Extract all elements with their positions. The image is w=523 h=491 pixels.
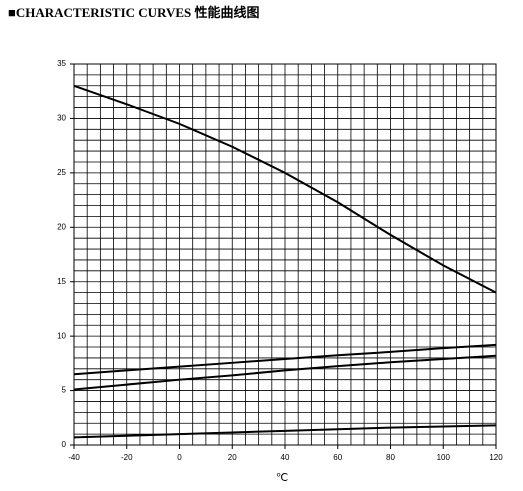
y-tick-label: 20 — [57, 222, 66, 231]
y-tick-label: 30 — [57, 114, 66, 123]
y-tick-label: 5 — [62, 386, 67, 395]
x-tick-label: 40 — [281, 453, 290, 462]
y-tick-label: 35 — [57, 59, 66, 68]
x-tick-label: -20 — [121, 453, 133, 462]
x-tick-label: 120 — [489, 453, 503, 462]
line-series — [73, 84, 497, 294]
x-tick-label: 0 — [177, 453, 182, 462]
x-tick-label: -40 — [68, 453, 80, 462]
x-tick-label: 80 — [386, 453, 395, 462]
x-tick-label: 20 — [228, 453, 237, 462]
y-tick-label: 25 — [57, 168, 66, 177]
chart-title: ■CHARACTERISTIC CURVES 性能曲线图 — [8, 5, 260, 20]
x-axis-label: ℃ — [276, 472, 288, 484]
y-tick-label: 0 — [62, 440, 67, 449]
x-tick-label: 100 — [437, 453, 451, 462]
plot-frame — [73, 63, 497, 446]
y-tick-label: 10 — [57, 331, 66, 340]
line-series — [73, 354, 497, 391]
line-series — [73, 424, 497, 439]
y-tick-label: 15 — [57, 277, 66, 286]
x-tick-label: 60 — [333, 453, 342, 462]
line-series — [73, 343, 497, 376]
